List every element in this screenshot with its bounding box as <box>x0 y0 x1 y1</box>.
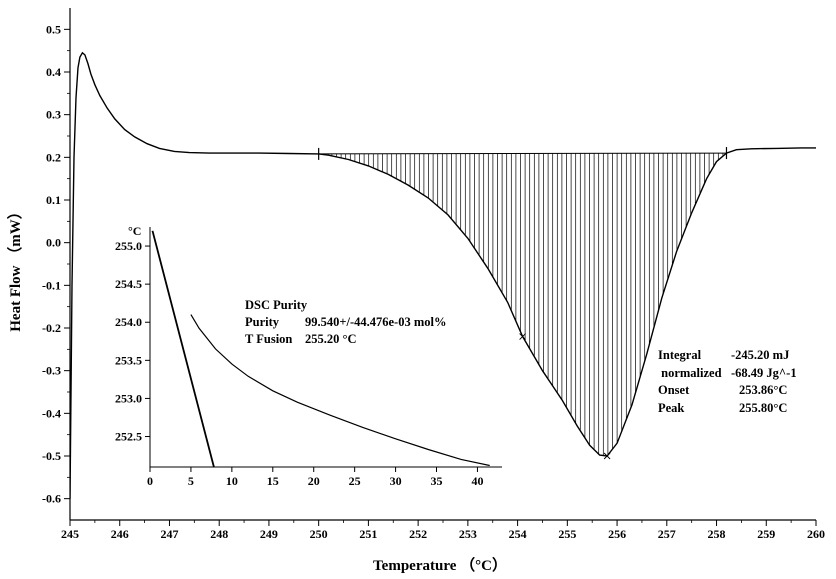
inset-y-unit: °C <box>128 224 141 238</box>
point-marker <box>519 333 526 340</box>
x-tick-label: 251 <box>359 527 377 541</box>
inset-x-tick-label: 10 <box>226 474 238 488</box>
main-baseline <box>318 152 727 155</box>
inset-x-tick-label: 35 <box>431 474 443 488</box>
inset-x-tick-label: 40 <box>471 474 483 488</box>
inset-line-steep <box>151 230 215 467</box>
y-tick-label: 0.5 <box>46 22 61 36</box>
main-x-ticks: 245 246 247 248 249 250 251 252 253 254 255 256 257 2… <box>61 520 825 541</box>
onset-value: 253.86°C <box>739 383 787 397</box>
x-tick-label: 255 <box>558 527 576 541</box>
inset-y-tick-label: 252.5 <box>115 430 142 444</box>
x-tick-label: 259 <box>757 527 775 541</box>
integration-results: Integral -245.20 mJ normalized -68.49 Jg… <box>658 348 797 415</box>
point-marker <box>603 452 611 460</box>
y-tick-label: 0.3 <box>46 108 61 122</box>
y-tick-label: -0.1 <box>42 278 61 292</box>
t-fusion-label: T Fusion <box>245 332 292 346</box>
inset-y-tick-label: 254.5 <box>115 277 142 291</box>
main-hatch-region <box>331 153 724 456</box>
inset-y-tick-label: 253.5 <box>115 353 142 367</box>
x-tick-label: 257 <box>658 527 676 541</box>
inset-y-tick-label: 254.0 <box>115 315 142 329</box>
main-heatflow-curve <box>70 51 816 499</box>
purity-value: 99.540+/-44.476e-03 mol% <box>305 315 446 329</box>
peak-label: Peak <box>658 401 684 415</box>
inset-y-ticks: 255.0 254.5 254.0 253.5 253.0 252.5 <box>115 239 150 444</box>
inset-x-tick-label: 5 <box>188 474 194 488</box>
y-tick-label: 0.0 <box>46 236 61 250</box>
main-markers <box>519 333 611 460</box>
inset-curve <box>190 314 490 467</box>
purity-label: Purity <box>245 315 280 329</box>
normalized-value: -68.49 Jg^-1 <box>731 366 797 380</box>
x-tick-label: 254 <box>509 527 527 541</box>
x-tick-label: 252 <box>409 527 427 541</box>
inset-x-ticks: 0 5 10 15 20 25 30 35 40 <box>147 467 483 488</box>
inset-plot: 0 5 10 15 20 25 30 35 40 255.0 254.5 254.0 253.5 253… <box>115 224 502 488</box>
y-tick-label: -0.5 <box>42 449 61 463</box>
main-x-axis-title: Temperature （°C） <box>373 556 507 574</box>
peak-value: 255.80°C <box>739 401 787 415</box>
x-tick-label: 247 <box>160 527 178 541</box>
x-tick-label: 253 <box>459 527 477 541</box>
y-tick-label: -0.4 <box>42 406 61 420</box>
x-tick-label: 260 <box>807 527 825 541</box>
onset-label: Onset <box>658 383 690 397</box>
x-tick-label: 250 <box>310 527 328 541</box>
main-baseline-ticks <box>318 147 728 160</box>
inset-x-tick-label: 15 <box>267 474 279 488</box>
y-tick-label: 0.2 <box>46 150 61 164</box>
t-fusion-value: 255.20 °C <box>305 332 357 346</box>
y-tick-label: -0.3 <box>42 364 61 378</box>
y-tick-label: 0.1 <box>46 193 61 207</box>
y-tick-label: 0.4 <box>46 65 61 79</box>
x-tick-label: 245 <box>61 527 79 541</box>
y-tick-label: -0.2 <box>42 321 61 335</box>
integral-value: -245.20 mJ <box>731 348 789 362</box>
main-y-ticks: 0.5 0.4 0.3 0.2 0.1 0.0 -0.1 -0.2 -0.3 -0.4 -0.5 -0… <box>42 22 70 506</box>
inset-x-tick-label: 25 <box>349 474 361 488</box>
x-tick-label: 249 <box>260 527 278 541</box>
x-tick-label: 258 <box>708 527 726 541</box>
main-plot: 245 246 247 248 249 250 251 252 253 254 255 256 257 2… <box>6 8 825 574</box>
x-tick-label: 256 <box>608 527 626 541</box>
inset-title: DSC Purity <box>245 298 308 312</box>
main-y-axis-title: Heat Flow （mW） <box>6 204 24 331</box>
inset-x-tick-label: 20 <box>308 474 320 488</box>
normalized-label: normalized <box>658 366 722 380</box>
inset-x-tick-label: 0 <box>147 474 153 488</box>
y-tick-label: -0.6 <box>42 492 61 506</box>
inset-x-tick-label: 30 <box>390 474 402 488</box>
inset-y-tick-label: 253.0 <box>115 391 142 405</box>
integral-label: Integral <box>658 348 702 362</box>
inset-y-tick-label: 255.0 <box>115 239 142 253</box>
x-tick-label: 246 <box>111 527 129 541</box>
x-tick-label: 248 <box>210 527 228 541</box>
